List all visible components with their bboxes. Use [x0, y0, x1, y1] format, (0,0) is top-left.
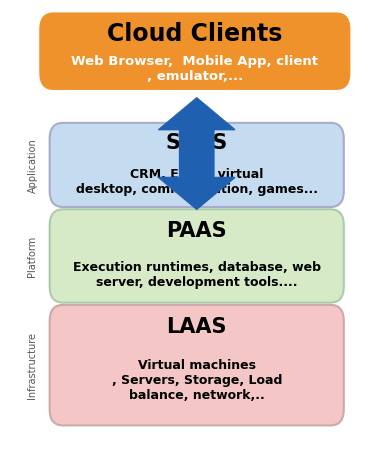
Text: Platform: Platform — [28, 236, 37, 277]
Text: CRM, Email, virtual
desktop, communication, games...: CRM, Email, virtual desktop, communicati… — [76, 168, 318, 196]
Text: Cloud Clients: Cloud Clients — [107, 22, 283, 46]
Text: PAAS: PAAS — [167, 221, 227, 241]
FancyBboxPatch shape — [50, 123, 344, 207]
Text: Web Browser,  Mobile App, client
, emulator,...: Web Browser, Mobile App, client , emulat… — [71, 55, 318, 83]
FancyBboxPatch shape — [50, 305, 344, 425]
Text: Execution runtimes, database, web
server, development tools....: Execution runtimes, database, web server… — [73, 261, 321, 288]
FancyBboxPatch shape — [50, 209, 344, 303]
Text: Application: Application — [28, 138, 37, 192]
FancyBboxPatch shape — [38, 11, 351, 91]
Text: Infrastructure: Infrastructure — [28, 332, 37, 399]
Text: LAAS: LAAS — [167, 317, 227, 337]
Text: Virtual machines
, Servers, Storage, Load
balance, network,..: Virtual machines , Servers, Storage, Loa… — [112, 359, 282, 402]
Polygon shape — [159, 98, 235, 209]
Text: SAAS: SAAS — [166, 133, 228, 153]
